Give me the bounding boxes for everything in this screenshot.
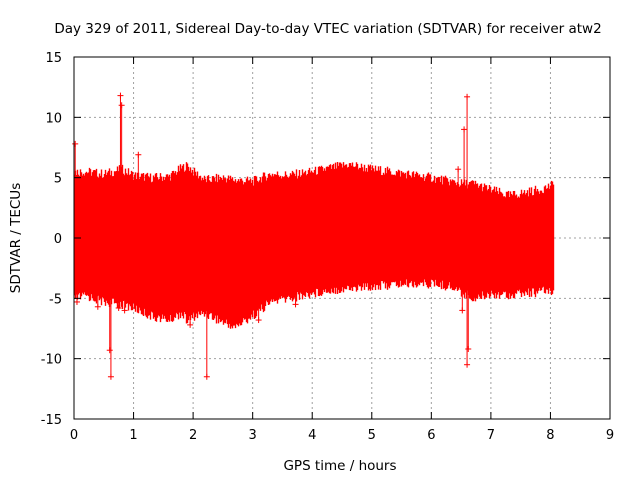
x-tick-label: 7 — [487, 428, 495, 443]
axis-ticks — [73, 56, 611, 420]
y-axis-label: SDTVAR / TECUs — [8, 183, 24, 293]
y-tick-label: 5 — [54, 172, 62, 187]
x-tick-label: 0 — [70, 428, 78, 443]
x-tick-label: 2 — [189, 428, 197, 443]
x-tick-label: 1 — [129, 428, 137, 443]
y-tick-label: 15 — [45, 51, 62, 66]
x-tick-labels: 0 1 2 3 4 5 6 7 8 9 — [70, 428, 614, 443]
data-series — [72, 92, 555, 380]
y-tick-label: 0 — [54, 232, 62, 247]
x-axis-label: GPS time / hours — [283, 458, 396, 474]
x-tick-label: 6 — [427, 428, 435, 443]
y-tick-label: -15 — [41, 413, 62, 428]
chart-title: Day 329 of 2011, Sidereal Day-to-day VTE… — [54, 21, 601, 37]
y-tick-labels: -15 -10 -5 0 5 10 15 — [41, 51, 62, 428]
x-tick-label: 3 — [249, 428, 257, 443]
y-tick-label: -5 — [49, 292, 62, 307]
x-tick-label: 8 — [546, 428, 554, 443]
x-tick-label: 5 — [368, 428, 376, 443]
x-tick-label: 9 — [606, 428, 614, 443]
y-tick-label: 10 — [45, 111, 62, 126]
x-tick-label: 4 — [308, 428, 316, 443]
y-tick-label: -10 — [41, 353, 62, 368]
